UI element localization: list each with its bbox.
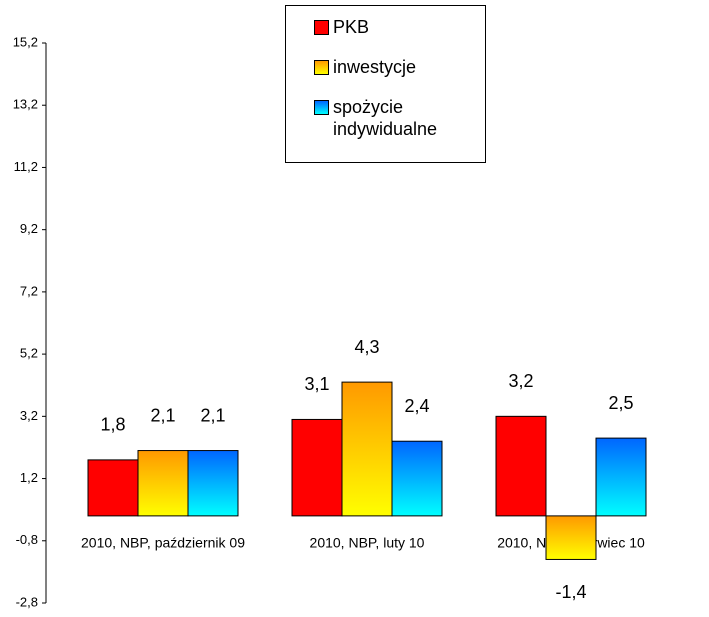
x-tick-label: 2010, NBP, październik 09 (81, 535, 245, 551)
bar (545, 515, 597, 560)
y-tick-label: -2,8 (16, 594, 38, 609)
value-label: 2,1 (150, 405, 175, 425)
value-label: -1,4 (555, 582, 586, 602)
legend-label: inwestycje (333, 57, 417, 77)
y-tick-label: 9,2 (20, 221, 38, 236)
legend-swatch (314, 60, 329, 75)
y-tick-label: 7,2 (20, 283, 38, 298)
value-label: 4,3 (354, 337, 379, 357)
bar (187, 450, 239, 517)
value-label: 3,1 (304, 374, 329, 394)
legend-item: spożycie indywidualne (314, 96, 485, 140)
value-label: 3,2 (508, 371, 533, 391)
value-label: 1,8 (100, 415, 125, 435)
bar (291, 418, 343, 517)
x-tick-label: 2010, NBP, luty 10 (310, 535, 425, 551)
value-label: 2,5 (608, 393, 633, 413)
legend-item: inwestycje (314, 56, 485, 78)
bar (341, 381, 393, 517)
legend-swatch (314, 20, 329, 35)
y-tick-label: 13,2 (13, 97, 38, 112)
y-tick-label: 1,2 (20, 470, 38, 485)
y-tick-label: 11,2 (14, 159, 38, 174)
bar (495, 415, 547, 517)
value-label: 2,4 (404, 396, 429, 416)
legend-item: PKB (314, 16, 485, 38)
legend: PKB inwestycje spożycie indywidualne (285, 5, 486, 163)
bar (137, 450, 189, 517)
y-tick-label: 3,2 (20, 408, 38, 423)
legend-label: PKB (333, 17, 370, 37)
y-tick-label: -0,8 (16, 532, 38, 547)
bar (87, 459, 139, 517)
bar (595, 437, 647, 517)
legend-swatch (314, 100, 329, 115)
bar (391, 440, 443, 517)
legend-label: spożycie indywidualne (333, 97, 438, 139)
value-label: 2,1 (200, 405, 225, 425)
y-tick-label: 15,2 (13, 34, 38, 49)
y-tick-label: 5,2 (20, 346, 38, 361)
